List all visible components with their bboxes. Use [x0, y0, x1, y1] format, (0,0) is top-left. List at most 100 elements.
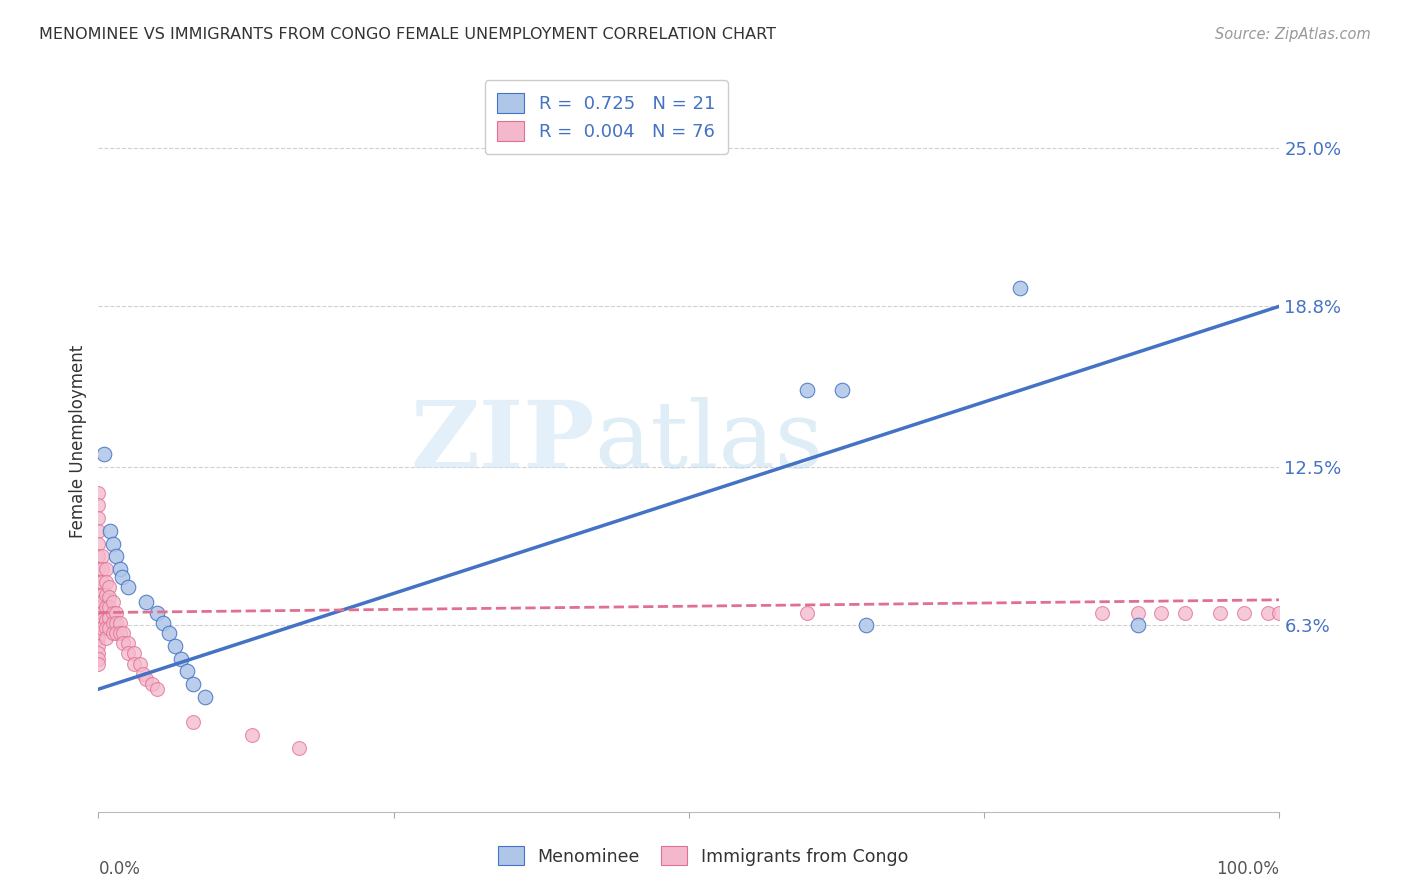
Point [1174, 606, 1197, 620]
Point [87, 595, 110, 609]
Point [117, 636, 139, 650]
Point [141, 677, 163, 691]
Point [91, 606, 114, 620]
Point [94, 631, 117, 645]
Point [98, 524, 121, 538]
Point [146, 682, 169, 697]
Point [94, 562, 117, 576]
Point [194, 690, 217, 704]
Point [93, 447, 115, 461]
Point [181, 715, 204, 730]
Point [87, 651, 110, 665]
Y-axis label: Female Unemployment: Female Unemployment [69, 345, 87, 538]
Point [87, 574, 110, 589]
Text: 0.0%: 0.0% [98, 860, 141, 878]
Point [108, 562, 131, 576]
Legend: Menominee, Immigrants from Congo: Menominee, Immigrants from Congo [488, 836, 918, 876]
Point [108, 626, 131, 640]
Point [91, 595, 114, 609]
Point [101, 615, 124, 630]
Point [87, 524, 110, 538]
Point [87, 562, 110, 576]
Point [128, 657, 150, 671]
Point [94, 621, 117, 635]
Point [176, 665, 198, 679]
Point [91, 588, 114, 602]
Point [98, 610, 121, 624]
Text: MENOMINEE VS IMMIGRANTS FROM CONGO FEMALE UNEMPLOYMENT CORRELATION CHART: MENOMINEE VS IMMIGRANTS FROM CONGO FEMAL… [39, 27, 776, 42]
Point [91, 562, 114, 576]
Point [91, 574, 114, 589]
Point [117, 580, 139, 594]
Point [796, 606, 818, 620]
Point [1268, 606, 1291, 620]
Point [1126, 618, 1149, 632]
Point [135, 672, 157, 686]
Point [1126, 606, 1149, 620]
Point [98, 600, 121, 615]
Point [91, 621, 114, 635]
Point [87, 618, 110, 632]
Text: Source: ZipAtlas.com: Source: ZipAtlas.com [1215, 27, 1371, 42]
Text: atlas: atlas [595, 397, 824, 486]
Point [288, 740, 311, 755]
Point [87, 613, 110, 627]
Point [94, 588, 117, 602]
Point [1008, 281, 1031, 295]
Point [87, 631, 110, 645]
Point [87, 588, 110, 602]
Point [796, 384, 818, 398]
Point [87, 600, 110, 615]
Point [117, 647, 139, 661]
Point [1257, 606, 1279, 620]
Point [87, 549, 110, 564]
Point [135, 595, 157, 609]
Point [87, 499, 110, 513]
Point [98, 621, 121, 635]
Point [94, 600, 117, 615]
Point [105, 606, 128, 620]
Point [122, 657, 145, 671]
Point [87, 647, 110, 661]
Point [831, 384, 853, 398]
Point [87, 511, 110, 525]
Point [132, 666, 155, 681]
Point [87, 626, 110, 640]
Point [105, 626, 128, 640]
Point [94, 613, 117, 627]
Point [108, 615, 131, 630]
Point [101, 626, 124, 640]
Point [1150, 606, 1173, 620]
Point [87, 485, 110, 500]
Point [101, 606, 124, 620]
Text: 100.0%: 100.0% [1216, 860, 1279, 878]
Point [91, 613, 114, 627]
Point [105, 549, 128, 564]
Point [240, 728, 263, 742]
Point [1209, 606, 1232, 620]
Text: ZIP: ZIP [411, 397, 595, 486]
Point [87, 606, 110, 620]
Point [112, 636, 135, 650]
Point [112, 626, 135, 640]
Point [165, 639, 187, 653]
Point [105, 615, 128, 630]
Point [111, 570, 134, 584]
Point [101, 595, 124, 609]
Point [146, 606, 169, 620]
Point [855, 618, 877, 632]
Point [122, 647, 145, 661]
Point [1233, 606, 1256, 620]
Point [98, 591, 121, 605]
Point [170, 651, 193, 665]
Point [157, 626, 180, 640]
Point [87, 536, 110, 550]
Point [152, 615, 174, 630]
Legend: R =  0.725   N = 21, R =  0.004   N = 76: R = 0.725 N = 21, R = 0.004 N = 76 [485, 80, 728, 153]
Point [87, 639, 110, 653]
Point [91, 549, 114, 564]
Point [98, 580, 121, 594]
Point [101, 536, 124, 550]
Point [181, 677, 204, 691]
Point [1091, 606, 1114, 620]
